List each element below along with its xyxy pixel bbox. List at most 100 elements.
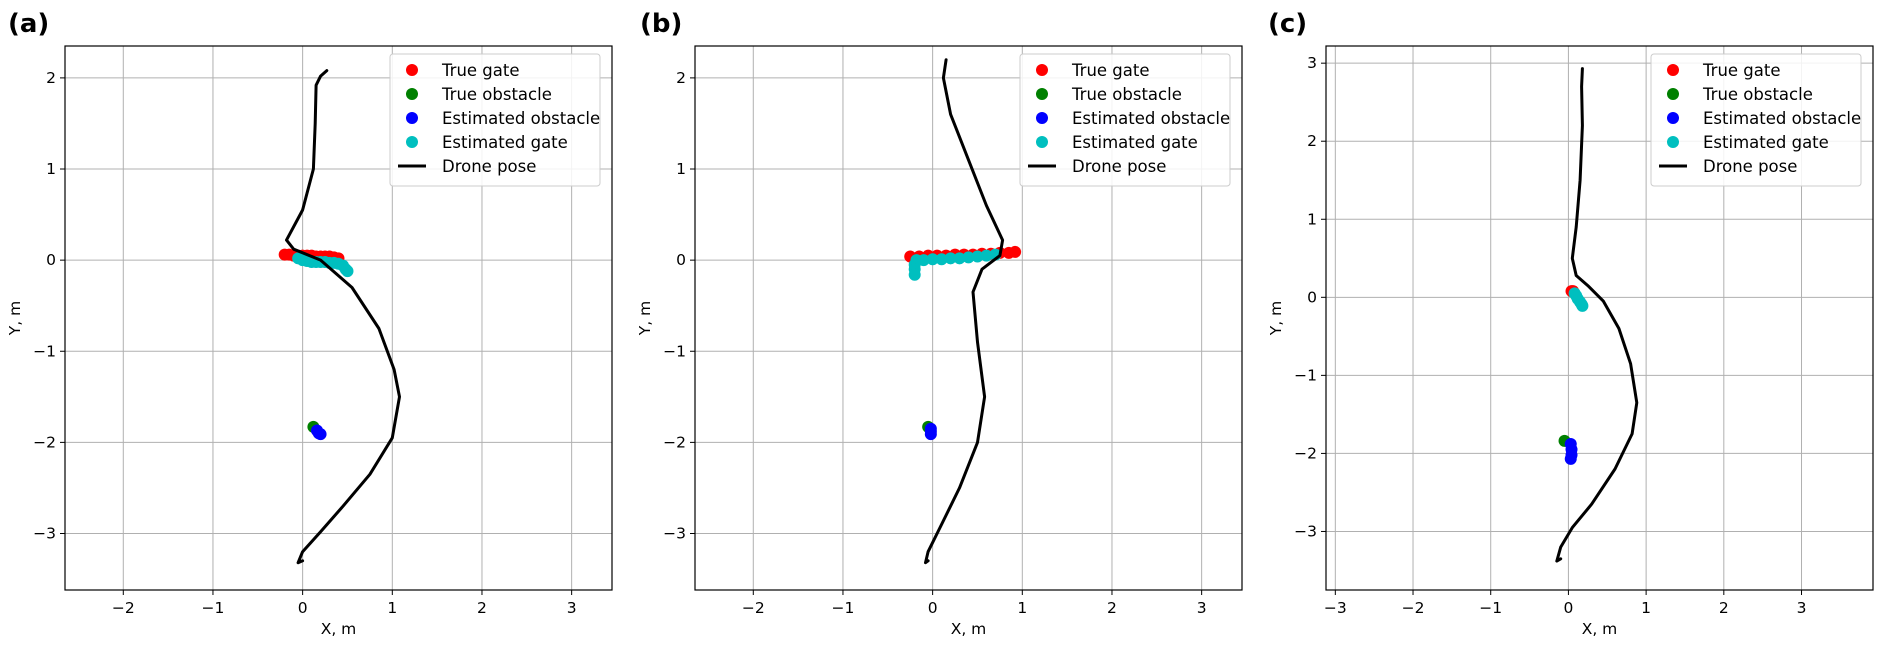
legend-marker-estimated-gate (406, 136, 418, 148)
estimated-gate-point (917, 254, 930, 267)
x-tick-label: 0 (1563, 599, 1573, 617)
axes-frame (1325, 45, 1874, 591)
x-tick-label: 0 (928, 599, 938, 617)
legend-label-drone-pose: Drone pose (1072, 157, 1166, 176)
x-tick-label: 3 (1797, 599, 1807, 617)
legend-marker-estimated-obstacle (1667, 112, 1679, 124)
estimated-obstacle-point (924, 428, 937, 441)
y-tick-label: 3 (1307, 54, 1317, 72)
legend-label-true-gate: True gate (441, 61, 520, 80)
y-axis-label: Y, m (6, 301, 24, 336)
legend-label-estimated-obstacle: Estimated obstacle (1703, 109, 1861, 128)
x-tick-label: −1 (1479, 599, 1502, 617)
y-tick-label: 0 (46, 251, 56, 269)
x-tick-label: −2 (742, 599, 765, 617)
estimated-gate-point (944, 252, 957, 265)
legend: True gate True obstacle Estimated obstacle… (1019, 53, 1231, 187)
y-tick-label: 0 (1307, 288, 1317, 306)
legend-label-estimated-gate: Estimated gate (1703, 133, 1829, 152)
legend-label-drone-pose: Drone pose (442, 157, 536, 176)
axes-frame (694, 45, 1243, 591)
y-tick-label: 2 (46, 69, 56, 87)
x-tick-label: −2 (1402, 599, 1425, 617)
x-tick-label: 1 (387, 599, 397, 617)
estimated-gate-point (908, 268, 921, 281)
legend-label-estimated-obstacle: Estimated obstacle (1072, 109, 1230, 128)
y-axis-label: Y, m (1267, 301, 1285, 336)
y-tick-label: −2 (33, 433, 56, 451)
legend-label-drone-pose: Drone pose (1703, 157, 1797, 176)
y-tick-label: −1 (33, 342, 56, 360)
axes-frame (64, 45, 613, 591)
x-axis-label: X, m (321, 620, 357, 638)
estimated-gate-point (1576, 299, 1589, 312)
y-tick-label: −2 (663, 433, 686, 451)
legend-marker-true-gate (1036, 64, 1048, 76)
x-tick-label: 3 (1197, 599, 1207, 617)
y-tick-label: 0 (676, 251, 686, 269)
estimated-gate-point (980, 249, 993, 262)
legend-marker-estimated-obstacle (406, 112, 418, 124)
legend: True gate True obstacle Estimated obstacle… (1650, 53, 1862, 187)
legend-marker-true-obstacle (406, 88, 418, 100)
y-tick-label: −3 (1294, 522, 1317, 540)
legend-marker-estimated-gate (1667, 136, 1679, 148)
legend-marker-true-gate (1667, 64, 1679, 76)
x-tick-label: −2 (112, 599, 135, 617)
x-tick-label: 2 (1107, 599, 1117, 617)
estimated-obstacle-point (314, 428, 327, 441)
legend-label-true-gate: True gate (1071, 61, 1150, 80)
legend-marker-estimated-obstacle (1036, 112, 1048, 124)
x-tick-label: −1 (832, 599, 855, 617)
legend-marker-estimated-gate (1036, 136, 1048, 148)
legend: True gate True obstacle Estimated obstacle… (389, 53, 601, 187)
x-tick-label: −1 (202, 599, 225, 617)
y-axis-label: Y, m (636, 301, 654, 336)
x-tick-label: 1 (1017, 599, 1027, 617)
y-tick-label: −1 (663, 342, 686, 360)
y-tick-label: −1 (1294, 366, 1317, 384)
estimated-gate-point (971, 250, 984, 263)
legend-box (389, 53, 601, 187)
legend-label-estimated-gate: Estimated gate (1072, 133, 1198, 152)
legend-box (1650, 53, 1862, 187)
legend-label-estimated-gate: Estimated gate (442, 133, 568, 152)
legend-label-true-obstacle: True obstacle (1071, 85, 1182, 104)
panel-label: (c) (1268, 9, 1307, 39)
legend-marker-true-obstacle (1036, 88, 1048, 100)
x-tick-label: 0 (298, 599, 308, 617)
estimated-gate-point (926, 253, 939, 266)
x-tick-label: 2 (477, 599, 487, 617)
estimated-gate-point (953, 252, 966, 265)
y-tick-label: −2 (1294, 444, 1317, 462)
legend-label-true-obstacle: True obstacle (1702, 85, 1813, 104)
y-tick-label: 1 (676, 160, 686, 178)
y-tick-label: 1 (1307, 210, 1317, 228)
panel-label: (b) (640, 9, 682, 39)
x-tick-label: 3 (567, 599, 577, 617)
drone-pose-line (1555, 67, 1639, 563)
y-tick-label: −3 (33, 525, 56, 543)
legend-marker-true-obstacle (1667, 88, 1679, 100)
x-tick-label: 1 (1641, 599, 1651, 617)
y-tick-label: 2 (676, 69, 686, 87)
plot-area (904, 58, 1022, 565)
legend-label-estimated-obstacle: Estimated obstacle (442, 109, 600, 128)
plot-area (278, 69, 401, 565)
legend-label-true-gate: True gate (1702, 61, 1781, 80)
x-tick-label: −3 (1324, 599, 1347, 617)
legend-marker-true-gate (406, 64, 418, 76)
x-axis-label: X, m (951, 620, 987, 638)
true-gate-point (1009, 245, 1022, 258)
x-axis-label: X, m (1582, 620, 1618, 638)
panel-3: (c) −3 −2 −1 0 1 2 3 −3 −2 −1 0 1 2 3 X, m Y, m True gate… (1267, 9, 1874, 638)
y-tick-label: −3 (663, 525, 686, 543)
estimated-gate-point (962, 251, 975, 264)
drone-pose-line (285, 69, 401, 565)
y-tick-label: 1 (46, 160, 56, 178)
plot-area (1555, 67, 1639, 563)
x-tick-label: 2 (1719, 599, 1729, 617)
